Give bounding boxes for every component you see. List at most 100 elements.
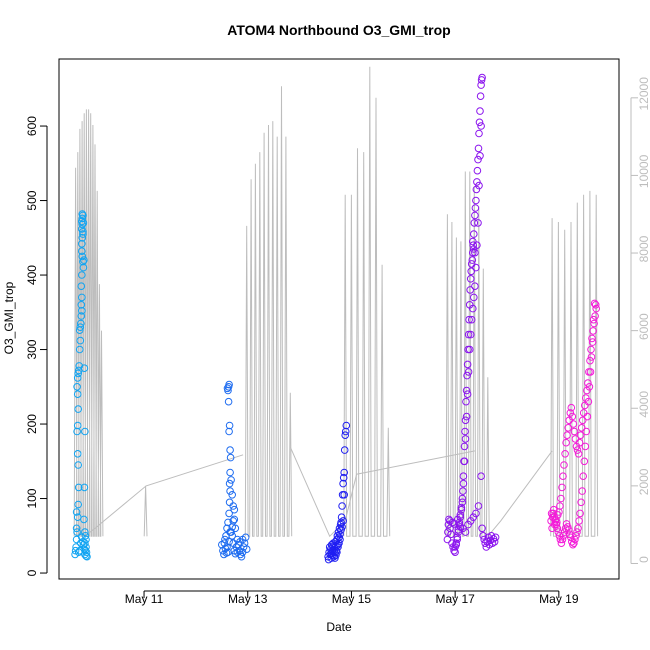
data-point <box>340 468 349 477</box>
data-point <box>225 421 234 430</box>
data-point <box>224 397 233 406</box>
y2-tick-label: 0 <box>637 556 650 563</box>
y-tick-label: 100 <box>25 488 39 508</box>
data-point <box>79 263 88 272</box>
data-point <box>576 509 584 518</box>
data-point <box>464 330 473 339</box>
x-tick-label: May 11 <box>125 592 164 606</box>
altitude-profile-spike <box>244 86 293 537</box>
y-tick-label: 500 <box>25 190 39 210</box>
data-point <box>479 532 487 540</box>
data-point <box>467 267 476 276</box>
y2-tick-label: 10000 <box>637 154 650 188</box>
data-point <box>477 81 485 89</box>
data-point <box>466 330 475 339</box>
data-point <box>458 494 467 503</box>
altitude-profile-spike <box>73 109 104 537</box>
data-point <box>73 421 82 430</box>
data-point <box>81 539 89 548</box>
data-point <box>460 442 469 451</box>
data-point <box>78 210 87 218</box>
data-point <box>460 457 469 466</box>
series-flight-may-14-15 <box>324 421 351 564</box>
data-point <box>453 515 462 524</box>
data-point <box>577 498 585 507</box>
x-tick-label: May 19 <box>539 592 579 606</box>
data-point <box>74 405 82 413</box>
data-point <box>339 473 348 482</box>
data-point <box>488 539 497 548</box>
data-point <box>568 538 576 546</box>
data-point <box>459 487 467 495</box>
data-point <box>78 252 87 261</box>
data-point <box>472 185 481 194</box>
data-point <box>336 535 344 544</box>
data-point <box>220 539 229 548</box>
data-point <box>588 338 597 346</box>
data-point <box>225 498 234 507</box>
data-point <box>335 539 343 548</box>
data-point <box>327 549 336 558</box>
data-point <box>233 548 242 557</box>
series-flight-may-17 <box>443 73 500 557</box>
data-point <box>578 416 587 425</box>
data-point <box>586 356 594 365</box>
data-point <box>80 483 89 492</box>
data-point <box>81 427 89 436</box>
data-point <box>563 431 571 440</box>
data-point <box>338 523 346 531</box>
data-point <box>477 472 485 481</box>
data-point <box>80 256 88 264</box>
data-point <box>336 530 344 539</box>
data-point <box>221 535 229 544</box>
data-point <box>72 524 81 533</box>
altitude-profile-spike <box>445 171 490 537</box>
data-point <box>78 214 87 223</box>
y-tick-label: 200 <box>25 414 39 434</box>
data-point <box>229 502 237 510</box>
data-point <box>466 286 475 294</box>
data-point <box>590 319 598 328</box>
data-point <box>589 315 598 324</box>
data-point <box>459 472 468 481</box>
data-point <box>225 538 233 546</box>
data-point <box>77 539 85 548</box>
x-axis-label: Date <box>326 620 352 634</box>
data-point <box>467 315 476 324</box>
data-point <box>478 73 486 82</box>
series-flight-may-19 <box>547 299 601 549</box>
data-point <box>341 427 350 436</box>
data-point <box>226 453 235 462</box>
data-point <box>222 549 231 557</box>
data-point <box>588 334 596 343</box>
data-point <box>566 409 575 417</box>
data-point <box>76 323 85 332</box>
data-point <box>554 528 563 536</box>
data-point <box>447 530 455 539</box>
data-point <box>465 345 474 354</box>
altitude-transit-line <box>289 446 475 538</box>
data-point <box>474 144 483 153</box>
data-point <box>457 503 466 512</box>
data-point <box>574 450 583 458</box>
data-point <box>467 260 476 268</box>
data-point <box>334 540 342 549</box>
data-point <box>458 498 467 507</box>
series-flight-may-9-10 <box>71 210 91 561</box>
data-point <box>223 384 232 393</box>
data-point <box>562 438 570 447</box>
data-point <box>233 535 242 544</box>
data-point <box>461 427 469 436</box>
data-point <box>560 461 568 469</box>
data-point <box>555 532 564 540</box>
data-point <box>456 513 465 522</box>
data-point <box>76 336 85 345</box>
data-point <box>227 476 235 484</box>
data-point <box>570 427 579 436</box>
data-point <box>469 304 477 313</box>
data-point <box>238 535 247 544</box>
data-point <box>577 424 586 432</box>
data-point <box>474 502 483 510</box>
data-point <box>225 479 234 488</box>
